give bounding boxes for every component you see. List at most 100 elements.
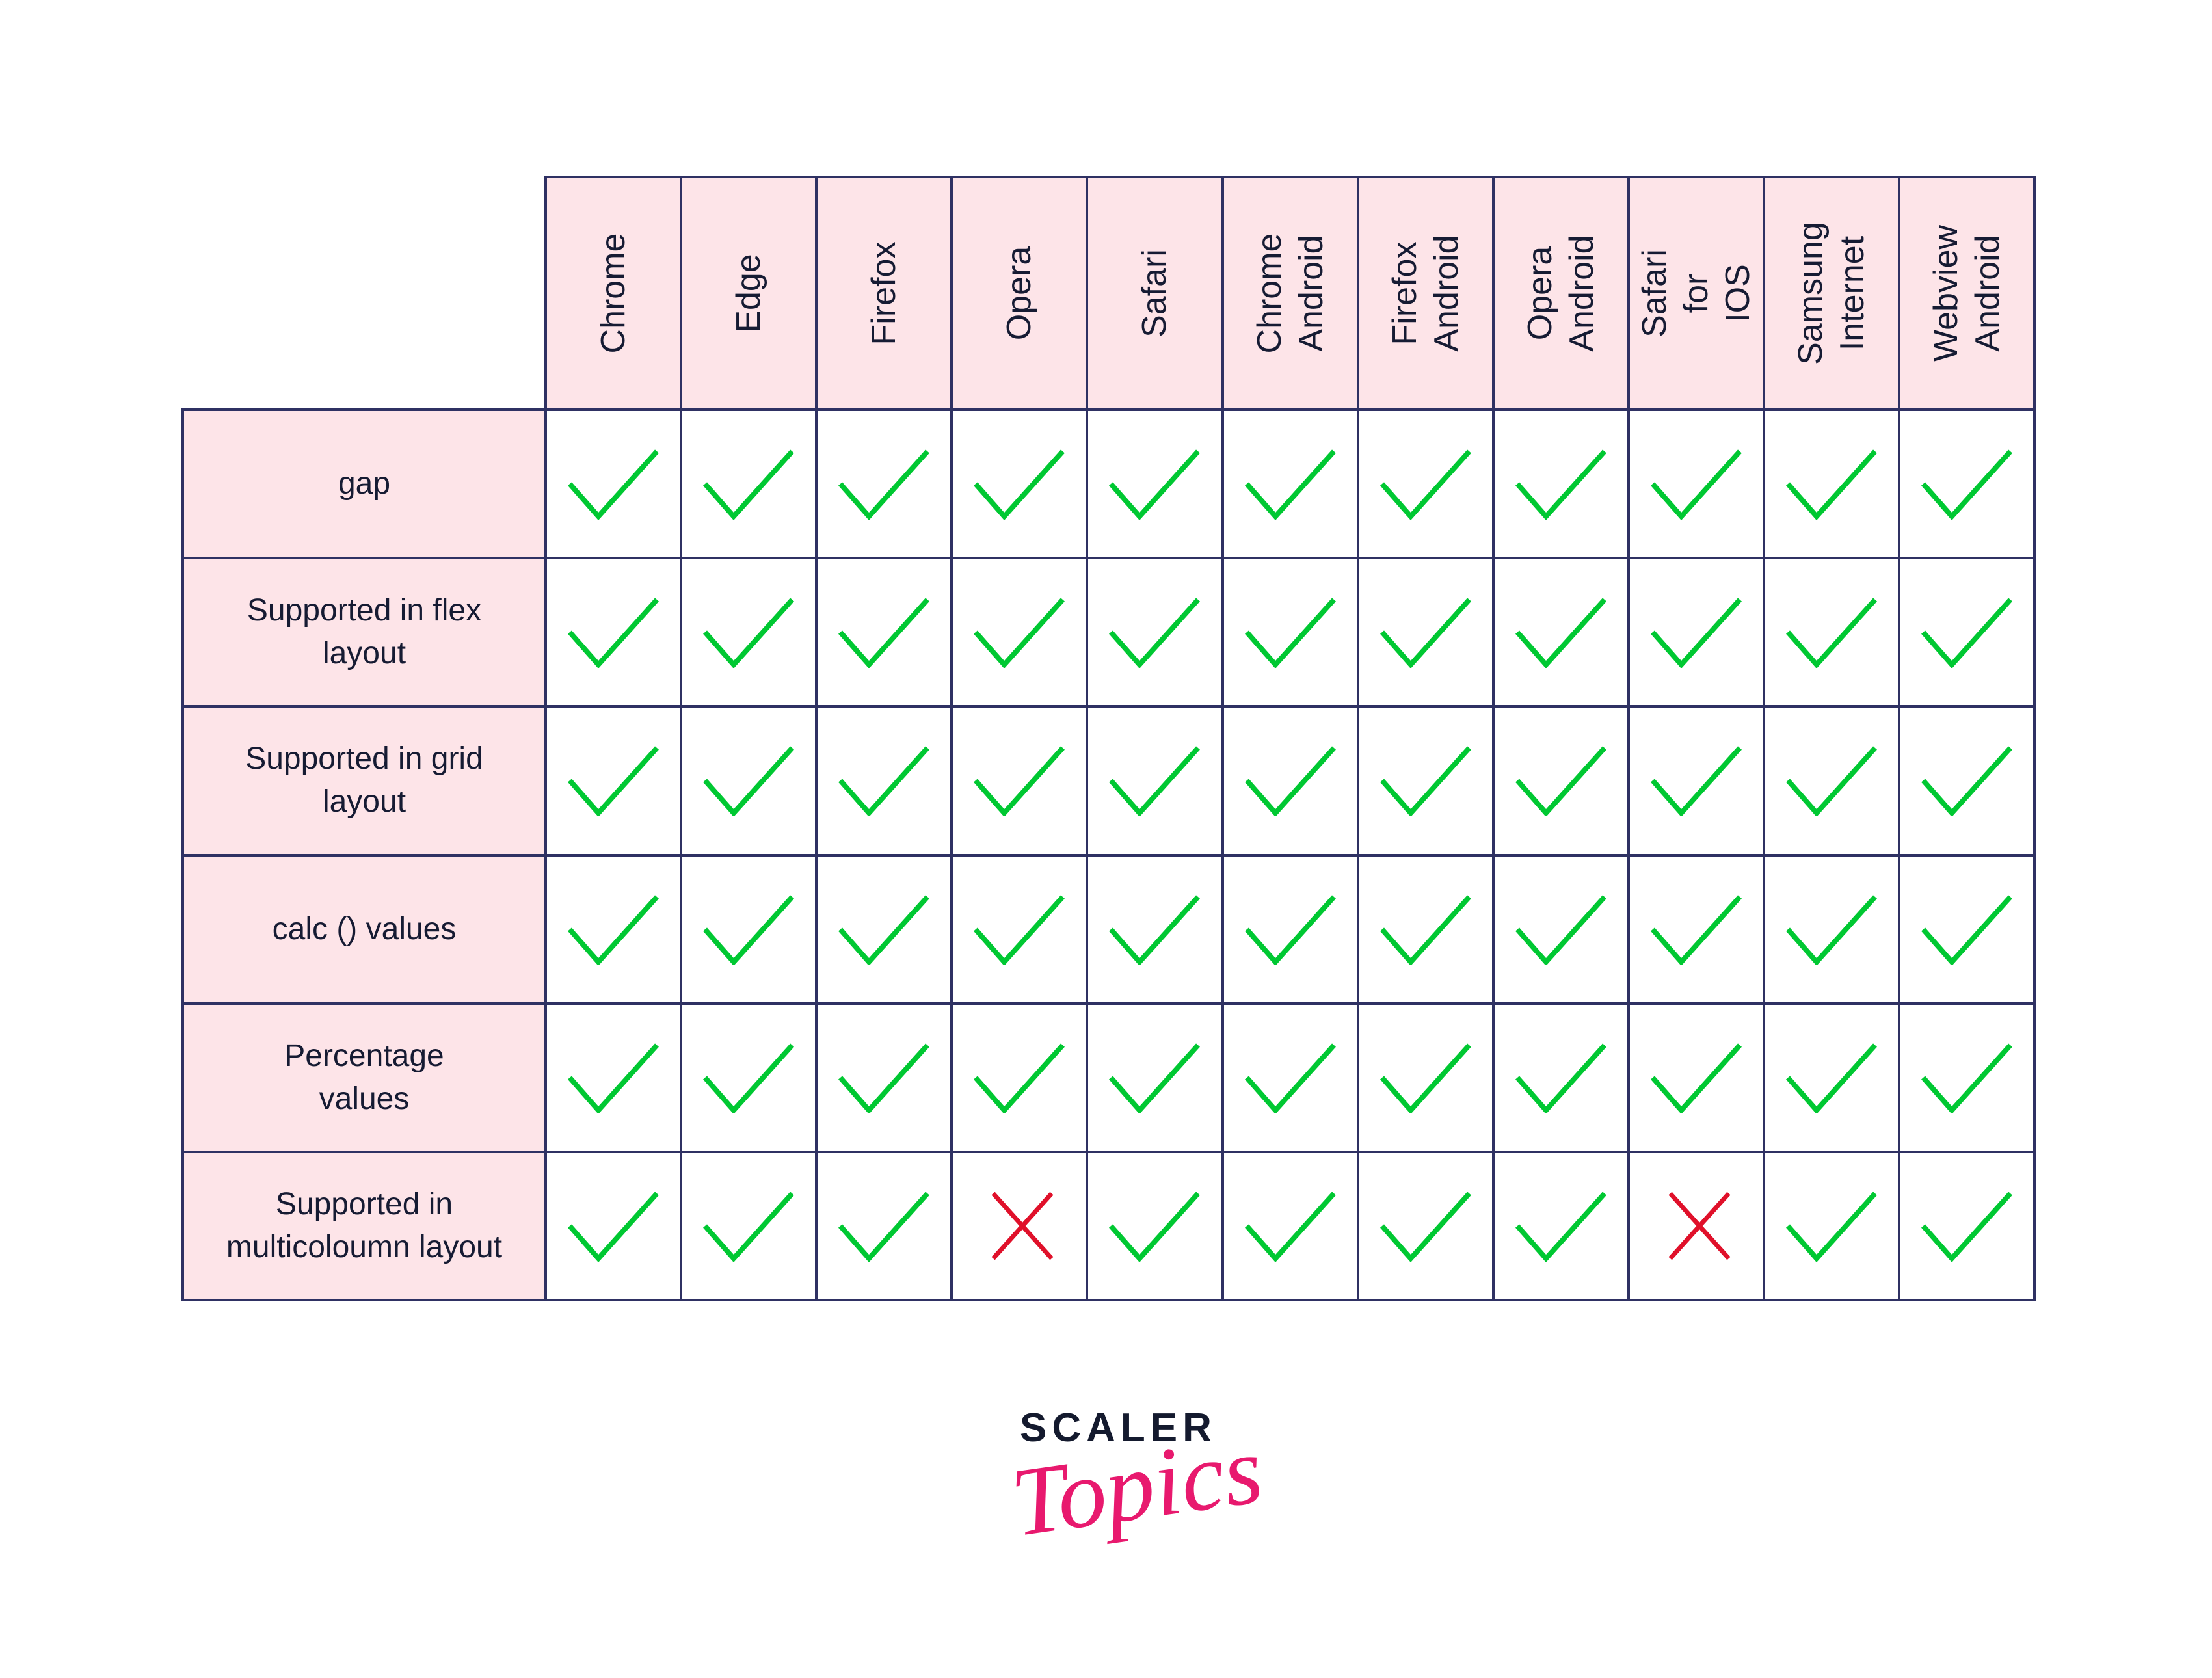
check-icon [703,895,795,965]
support-cell [544,557,683,708]
check-icon [1109,598,1201,669]
support-cell [815,1151,953,1302]
check-icon [974,598,1065,669]
support-cell [1086,408,1224,560]
support-cell [1627,1002,1765,1153]
support-cell [680,705,818,857]
support-cell [1491,705,1630,857]
column-header: Safari for IOS [1627,176,1765,411]
support-cell [1221,408,1359,560]
row-label: Supported in grid layout [181,705,547,857]
support-cell [1221,1151,1359,1302]
check-icon [974,895,1065,965]
support-cell [1762,705,1900,857]
check-icon [1515,1192,1606,1262]
check-icon [1785,1043,1877,1113]
check-icon [703,1043,795,1113]
support-cell [1221,853,1359,1005]
support-cell [1898,705,2036,857]
column-header: Webview Android [1898,176,2036,411]
check-icon [838,895,930,965]
support-cell [1627,557,1765,708]
column-header: Firefox Android [1356,176,1495,411]
support-cell [1627,853,1765,1005]
check-icon [703,598,795,669]
support-cell [544,408,683,560]
support-cell [815,408,953,560]
column-header: Chrome [544,176,683,411]
support-cell [1356,408,1495,560]
support-cell [680,408,818,560]
support-cell [950,408,1089,560]
check-icon [838,1192,930,1262]
check-icon [568,1192,660,1262]
check-icon [838,449,930,520]
check-icon [568,746,660,817]
support-cell [1356,557,1495,708]
column-header-label: Edge [730,254,768,333]
check-icon [1109,895,1201,965]
check-icon [1921,1043,2013,1113]
support-cell [544,1151,683,1302]
check-icon [1921,746,2013,817]
support-cell [950,705,1089,857]
check-icon [1109,1192,1201,1262]
check-icon [568,449,660,520]
check-icon [1244,598,1336,669]
column-header: Firefox [815,176,953,411]
check-icon [1785,895,1877,965]
column-header-label: Firefox [865,241,903,345]
support-cell [1898,853,2036,1005]
support-cell [1491,408,1630,560]
column-header: Opera [950,176,1089,411]
support-cell [1221,557,1359,708]
support-cell [1898,557,2036,708]
support-cell [1221,705,1359,857]
check-icon [1921,598,2013,669]
support-cell [815,705,953,857]
support-cell [1762,408,1900,560]
check-icon [568,1043,660,1113]
column-header: Chrome Android [1221,176,1359,411]
support-cell [680,1151,818,1302]
support-cell [680,1002,818,1153]
support-cell [1491,1151,1630,1302]
support-cell [1491,853,1630,1005]
support-cell [1356,1002,1495,1153]
support-cell [1491,557,1630,708]
support-cell [1086,853,1224,1005]
check-icon [1515,598,1606,669]
check-icon [1379,1043,1471,1113]
column-header-label: Firefox Android [1385,235,1465,352]
support-cell [544,853,683,1005]
support-cell [1086,705,1224,857]
check-icon [1379,598,1471,669]
check-icon [1515,895,1606,965]
support-cell [1762,853,1900,1005]
support-cell [1627,1151,1765,1302]
support-cell [1356,853,1495,1005]
check-icon [1379,895,1471,965]
support-cell [950,1002,1089,1153]
column-header-label: Opera [1000,246,1039,341]
check-icon [1379,1192,1471,1262]
support-cell [1627,705,1765,857]
column-header: Opera Android [1491,176,1630,411]
column-header-label: Chrome [594,233,633,354]
support-cell [1086,557,1224,708]
support-cell [1898,1151,2036,1302]
check-icon [1785,746,1877,817]
check-icon [1785,598,1877,669]
check-icon [1921,1192,2013,1262]
column-header-label: Samsung Internet [1791,222,1871,365]
check-icon [974,449,1065,520]
column-header: Edge [680,176,818,411]
row-label: gap [181,408,547,560]
check-icon [703,1192,795,1262]
check-icon [1515,746,1606,817]
support-cell [950,557,1089,708]
check-icon [1650,449,1742,520]
check-icon [1379,449,1471,520]
check-icon [1650,895,1742,965]
support-cell [950,1151,1089,1302]
